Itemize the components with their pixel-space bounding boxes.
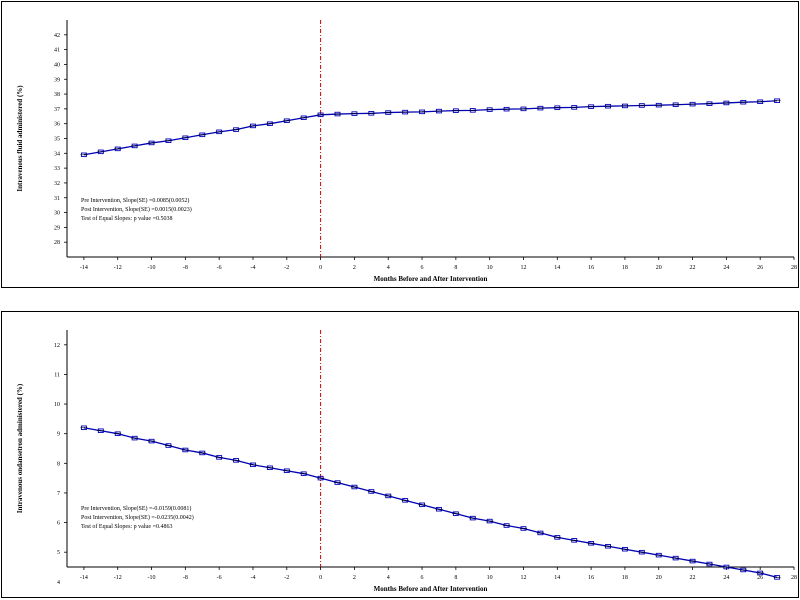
y-tick-label: 31 (54, 196, 60, 202)
y-tick-label: 12 (54, 343, 60, 349)
x-tick-label: 8 (454, 265, 457, 271)
y-tick-label: 6 (57, 521, 60, 527)
x-tick-label: 14 (554, 265, 560, 271)
x-tick-label: 12 (520, 575, 526, 581)
x-tick-label: -2 (284, 575, 289, 581)
x-tick-label: 28 (791, 265, 797, 271)
x-axis-label: Months Before and After Intervention (374, 585, 488, 593)
x-tick-label: 28 (791, 575, 797, 581)
y-tick-label: 38 (54, 92, 60, 98)
y-tick-label: 36 (54, 122, 60, 128)
x-tick-label: 10 (487, 265, 493, 271)
x-tick-label: 0 (319, 265, 322, 271)
y-axis-label: Intravenous fluid administered (%) (16, 85, 24, 192)
x-tick-label: -14 (80, 265, 88, 271)
x-tick-label: 6 (421, 575, 424, 581)
x-tick-label: 22 (690, 575, 696, 581)
x-tick-label: -10 (148, 265, 156, 271)
x-tick-label: 2 (353, 575, 356, 581)
y-tick-label: 33 (54, 166, 60, 172)
x-tick-label: 26 (757, 575, 763, 581)
x-tick-label: -6 (217, 575, 222, 581)
x-tick-label: 4 (387, 265, 390, 271)
x-tick-label: -4 (250, 575, 255, 581)
x-tick-label: -2 (284, 265, 289, 271)
y-tick-label: 39 (54, 77, 60, 83)
slope-annotation: Post Intervention, Slope(SE) =-0.0235(0.… (81, 514, 194, 521)
x-tick-label: 6 (421, 265, 424, 271)
x-tick-label: -8 (183, 575, 188, 581)
y-tick-label: 8 (57, 461, 60, 467)
y-tick-label: 34 (54, 151, 60, 157)
slope-annotation: Pre Intervention, Slope(SE) =0.0085(0.00… (81, 197, 189, 204)
x-tick-label: -12 (114, 575, 122, 581)
chart-panel-iv-ondansetron: 5 6 7 8 9 10 11 12 4 -14 -12 -10 -8 -6 -4 -2 0 2 4 6 8 10 12 14… (1, 311, 799, 598)
x-tick-label: 2 (353, 265, 356, 271)
x-tick-label: -4 (250, 265, 255, 271)
slope-annotation: Post Intervention, Slope(SE) =0.0015(0.0… (81, 206, 192, 213)
y-tick-label: 29 (54, 225, 60, 231)
chart-panel-iv-fluid: 28 29 30 31 32 33 34 35 36 37 38 39 40 41 42 -14 -12 -10-… (1, 1, 799, 288)
y-tick-label: 10 (54, 402, 60, 408)
slope-annotation: Test of Equal Slopes: p value =0.5038 (81, 215, 172, 222)
y-tick-label: 42 (54, 33, 60, 39)
x-tick-label: 20 (656, 265, 662, 271)
x-tick-label: -14 (80, 575, 88, 581)
x-tick-label: 18 (622, 575, 628, 581)
x-tick-label: -8 (183, 265, 188, 271)
x-tick-label: 16 (588, 575, 594, 581)
y-tick-label: 32 (54, 181, 60, 187)
x-tick-label: -12 (114, 265, 122, 271)
x-tick-label: 24 (723, 265, 729, 271)
x-tick-label: 10 (487, 575, 493, 581)
x-axis-label: Months Before and After Intervention (374, 275, 488, 283)
y-tick-label: 11 (54, 372, 60, 378)
x-tick-label: 24 (723, 575, 729, 581)
series-line (83, 100, 778, 156)
x-tick-label: 12 (520, 265, 526, 271)
x-tick-label: -6 (217, 265, 222, 271)
x-tick-label: 14 (554, 575, 560, 581)
y-tick-label: 30 (54, 211, 60, 217)
slope-annotation: Test of Equal Slopes: p value =0.4863 (81, 523, 172, 530)
y-tick-label: 7 (57, 491, 60, 497)
x-tick-label: 4 (387, 575, 390, 581)
x-tick-label: 22 (690, 265, 696, 271)
y-tick-label: 40 (54, 62, 60, 68)
x-tick-label: -10 (148, 575, 156, 581)
y-tick-label: 35 (54, 137, 60, 143)
y-tick-label: 37 (54, 107, 60, 113)
x-tick-label: 16 (588, 265, 594, 271)
x-tick-label: 8 (454, 575, 457, 581)
slope-annotation: Pre Intervention, Slope(SE) =-0.0159(0.0… (81, 505, 191, 512)
x-tick-label: 0 (319, 575, 322, 581)
y-tick-label: 9 (57, 432, 60, 438)
y-tick-label: 5 (57, 550, 60, 556)
x-tick-label: 26 (757, 265, 763, 271)
y-tick-label: 4 (57, 580, 60, 586)
x-tick-label: 20 (656, 575, 662, 581)
x-tick-label: 18 (622, 265, 628, 271)
y-tick-label: 41 (54, 48, 60, 54)
y-axis-label: Intravenous ondansetron administered (%) (16, 383, 24, 513)
y-tick-label: 28 (54, 240, 60, 246)
